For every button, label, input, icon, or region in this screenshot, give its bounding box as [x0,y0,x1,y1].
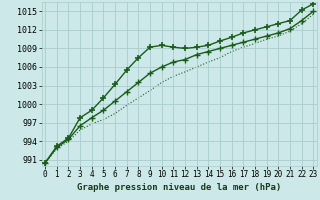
X-axis label: Graphe pression niveau de la mer (hPa): Graphe pression niveau de la mer (hPa) [77,183,281,192]
